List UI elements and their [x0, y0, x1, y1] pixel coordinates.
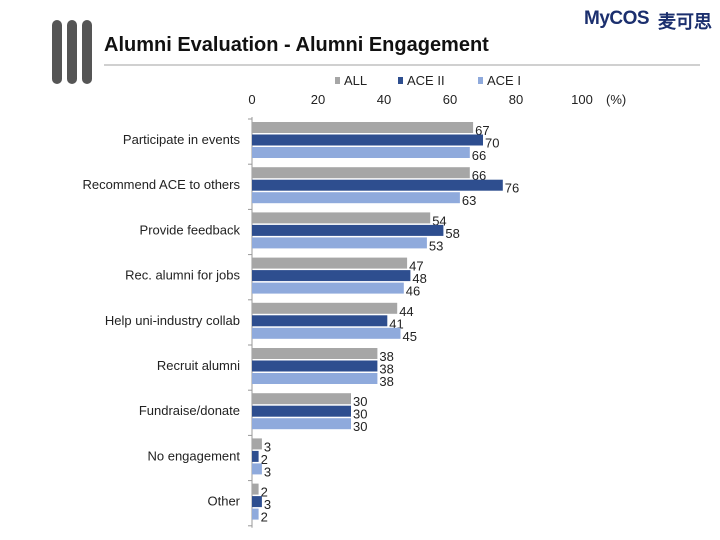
- category-label: Other: [207, 494, 240, 509]
- page-title: Alumni Evaluation - Alumni Engagement: [104, 34, 489, 56]
- bar-ace-i: [252, 192, 460, 204]
- value-label: 2: [261, 452, 268, 467]
- bar-ace-ii: [252, 224, 444, 236]
- value-label: 54: [432, 213, 446, 228]
- value-label: 45: [403, 329, 417, 344]
- bar-ace-ii: [252, 179, 503, 191]
- value-label: 30: [353, 407, 367, 422]
- bar-all: [252, 348, 378, 359]
- value-label: 38: [379, 349, 393, 364]
- value-label: 63: [462, 193, 476, 208]
- category-label: Participate in events: [123, 132, 241, 147]
- bar-ace-ii: [252, 360, 378, 372]
- x-tick-label: 80: [509, 92, 523, 107]
- category-label: Help uni-industry collab: [105, 313, 240, 328]
- bar-ace-i: [252, 508, 259, 520]
- bar-ace-i: [252, 373, 378, 384]
- title-divider: [104, 64, 700, 66]
- bar-ace-ii: [252, 270, 411, 282]
- value-label: 58: [445, 226, 459, 241]
- value-label: 30: [353, 394, 367, 409]
- bar-all: [252, 212, 431, 224]
- bar-ace-i: [252, 282, 404, 294]
- value-label: 47: [409, 259, 423, 274]
- x-tick-label: 20: [311, 92, 325, 107]
- bar-ace-i: [252, 327, 401, 339]
- x-tick-label: 0: [248, 92, 255, 107]
- value-label: 30: [353, 419, 367, 434]
- bar-ace-ii: [252, 496, 262, 508]
- value-label: 38: [379, 362, 393, 377]
- bar-ace-ii: [252, 450, 259, 462]
- bar-all: [252, 302, 398, 314]
- x-tick-label: 40: [377, 92, 391, 107]
- legend-label-ace-i: ACE I: [487, 73, 521, 88]
- category-label: Recommend ACE to others: [82, 177, 240, 192]
- bar-ace-ii: [252, 134, 483, 146]
- value-label: 41: [389, 316, 403, 331]
- value-label: 66: [472, 168, 486, 183]
- bar-all: [252, 438, 262, 450]
- bar-all: [252, 122, 474, 133]
- legend-swatch-ace-ii: [398, 77, 403, 84]
- bar-ace-ii: [252, 405, 351, 417]
- bar-ace-ii: [252, 315, 388, 327]
- value-label: 3: [264, 439, 271, 454]
- bar-all: [252, 393, 351, 405]
- category-label: Fundraise/donate: [139, 403, 240, 418]
- value-label: 3: [264, 497, 271, 512]
- logo-cn-text: 麦可思: [658, 12, 712, 32]
- value-label: 67: [475, 123, 489, 138]
- legend-swatch-ace-i: [478, 77, 483, 84]
- category-label: Provide feedback: [140, 222, 241, 237]
- x-tick-label: 100: [571, 92, 593, 107]
- category-label: Recruit alumni: [157, 358, 240, 373]
- logo-text: MyCOS: [584, 8, 650, 29]
- bar-ace-i: [252, 147, 470, 158]
- value-label: 2: [261, 510, 268, 525]
- value-label: 3: [264, 464, 271, 479]
- category-label: No engagement: [147, 448, 240, 463]
- mycos-logo: MyCOS 麦可思: [584, 8, 714, 38]
- value-label: 2: [261, 485, 268, 500]
- decorative-bars-icon: [52, 20, 92, 84]
- x-tick-label: 60: [443, 92, 457, 107]
- legend-label-all: ALL: [344, 73, 367, 88]
- value-label: 70: [485, 136, 499, 151]
- bar-all: [252, 167, 470, 179]
- value-label: 66: [472, 148, 486, 163]
- category-label: Rec. alumni for jobs: [125, 268, 240, 283]
- value-label: 48: [412, 271, 426, 286]
- bar-ace-i: [252, 463, 262, 475]
- legend-label-ace-ii: ACE II: [407, 73, 445, 88]
- value-label: 46: [406, 284, 420, 299]
- bar-all: [252, 257, 408, 269]
- value-label: 53: [429, 238, 443, 253]
- value-label: 38: [379, 374, 393, 389]
- x-unit-label: (%): [606, 92, 626, 107]
- legend-swatch-all: [335, 77, 340, 84]
- bar-ace-i: [252, 237, 427, 249]
- bar-ace-i: [252, 418, 351, 430]
- bar-all: [252, 483, 259, 495]
- value-label: 44: [399, 304, 413, 319]
- value-label: 76: [505, 181, 519, 196]
